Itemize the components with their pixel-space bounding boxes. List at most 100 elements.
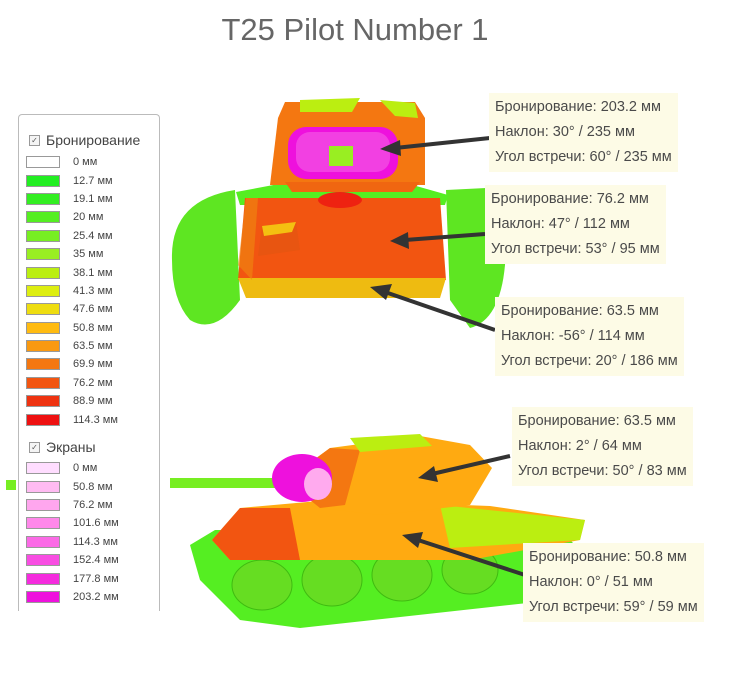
- annotation-slope: Наклон: 2° / 64 мм: [518, 438, 642, 454]
- annotation-slope: Наклон: 0° / 51 мм: [529, 574, 653, 590]
- armor-legend-label: 69.9 мм: [73, 358, 113, 371]
- screen-legend-label: 177.8 мм: [73, 572, 119, 585]
- armor-color-swatch: [26, 395, 60, 408]
- screen-legend-item: 50.8 мм: [26, 477, 119, 495]
- armor-legend-label: 114.3 мм: [73, 413, 118, 426]
- armor-legend-item: 12.7 мм: [26, 171, 118, 189]
- armor-legend-label: 41.3 мм: [73, 284, 113, 297]
- armor-color-swatch: [26, 266, 60, 279]
- screen-legend-item: 177.8 мм: [26, 569, 119, 587]
- screen-legend-item: 0 мм: [26, 459, 119, 477]
- armor-legend-label: 50.8 мм: [73, 321, 113, 334]
- armor-color-swatch: [26, 284, 60, 297]
- armor-legend-item: 114.3 мм: [26, 410, 118, 428]
- armor-legend-item: 63.5 мм: [26, 337, 118, 355]
- screen-legend-item: 203.2 мм: [26, 588, 119, 606]
- armor-legend-label: 20 мм: [73, 211, 104, 224]
- screen-legend-label: 203.2 мм: [73, 590, 119, 603]
- annotation-lower-front-plate: Бронирование: 63.5 мм Наклон: -56° / 114…: [495, 297, 684, 376]
- armor-legend-label: 12.7 мм: [73, 174, 113, 187]
- screen-legend-item: 152.4 мм: [26, 551, 119, 569]
- page-title: T25 Pilot Number 1: [221, 12, 489, 47]
- annotation-angle: Угол встречи: 50° / 83 мм: [518, 463, 687, 479]
- armor-color-swatch: [26, 248, 60, 261]
- annotation-armor: Бронирование: 50.8 мм: [529, 549, 687, 565]
- screen-color-swatch: [26, 535, 60, 548]
- screen-color-swatch: [26, 462, 60, 475]
- annotation-angle: Угол встречи: 59° / 59 мм: [529, 599, 698, 615]
- armor-legend-label: 63.5 мм: [73, 340, 113, 353]
- annotation-turret-side: Бронирование: 63.5 мм Наклон: 2° / 64 мм…: [512, 407, 693, 486]
- armor-legend-item: 47.6 мм: [26, 300, 118, 318]
- screens-checkbox[interactable]: ✓: [29, 441, 40, 453]
- screen-legend-label: 114.3 мм: [73, 535, 118, 548]
- armor-legend-item: 69.9 мм: [26, 355, 118, 373]
- screen-legend-label: 152.4 мм: [73, 554, 119, 567]
- annotation-angle: Угол встречи: 20° / 186 мм: [501, 353, 678, 369]
- annotation-slope: Наклон: 47° / 112 мм: [491, 216, 630, 232]
- armor-legend-item: 38.1 мм: [26, 263, 118, 281]
- armor-legend-item: 88.9 мм: [26, 392, 118, 410]
- armor-color-swatch: [26, 303, 60, 316]
- screen-legend-label: 50.8 мм: [73, 480, 113, 493]
- armor-legend-label: 25.4 мм: [73, 229, 113, 242]
- annotation-slope: Наклон: -56° / 114 мм: [501, 328, 645, 344]
- armor-color-swatch: [26, 192, 60, 205]
- annotation-armor: Бронирование: 63.5 мм: [501, 303, 659, 319]
- screen-legend-label: 0 мм: [73, 462, 98, 475]
- armor-color-swatch: [26, 174, 60, 187]
- side-view-tank: [6, 434, 585, 628]
- armor-legend: ✓ Бронирование 0 мм 12.7 мм 19.1 мм 20 мм 25…: [18, 114, 160, 611]
- armor-color-swatch: [26, 340, 60, 353]
- screen-color-swatch: [26, 517, 60, 530]
- annotation-angle: Угол встречи: 60° / 235 мм: [495, 149, 672, 165]
- screen-color-swatch: [26, 498, 60, 511]
- annotation-turret-mantlet: Бронирование: 203.2 мм Наклон: 30° / 235…: [489, 93, 678, 172]
- armor-color-swatch: [26, 321, 60, 334]
- annotation-upper-front-plate: Бронирование: 76.2 мм Наклон: 47° / 112 …: [485, 185, 666, 264]
- screen-legend-item: 114.3 мм: [26, 533, 119, 551]
- armor-legend-item: 25.4 мм: [26, 227, 118, 245]
- armor-header-label: Бронирование: [46, 132, 141, 148]
- annotation-arrows: [370, 136, 526, 577]
- annotation-armor: Бронирование: 63.5 мм: [518, 413, 676, 429]
- annotation-slope: Наклон: 30° / 235 мм: [495, 124, 635, 140]
- armor-legend-item: 20 мм: [26, 208, 118, 226]
- armor-legend-label: 38.1 мм: [73, 266, 113, 279]
- armor-legend-label: 47.6 мм: [73, 303, 113, 316]
- annotation-angle: Угол встречи: 53° / 95 мм: [491, 241, 660, 257]
- annotation-armor: Бронирование: 76.2 мм: [491, 191, 649, 207]
- armor-legend-label: 88.9 мм: [73, 395, 113, 408]
- armor-legend-label: 76.2 мм: [73, 376, 113, 389]
- screens-legend-list: 0 мм 50.8 мм 76.2 мм 101.6 мм 114.3 мм 152.4 …: [26, 459, 119, 606]
- armor-legend-item: 0 мм: [26, 153, 118, 171]
- armor-color-swatch: [26, 413, 60, 426]
- annotation-hull-side: Бронирование: 50.8 мм Наклон: 0° / 51 мм…: [523, 543, 704, 622]
- screen-legend-item: 101.6 мм: [26, 514, 119, 532]
- armor-legend-item: 41.3 мм: [26, 282, 118, 300]
- armor-legend-item: 19.1 мм: [26, 190, 118, 208]
- screen-legend-label: 101.6 мм: [73, 517, 119, 530]
- screen-legend-item: 76.2 мм: [26, 496, 119, 514]
- armor-legend-item: 50.8 мм: [26, 319, 118, 337]
- armor-legend-list: 0 мм 12.7 мм 19.1 мм 20 мм 25.4 мм 35 мм 38.1 …: [26, 153, 118, 429]
- front-view-tank: [171, 98, 506, 328]
- armor-legend-item: 35 мм: [26, 245, 118, 263]
- screen-color-swatch: [26, 572, 60, 585]
- armor-color-swatch: [26, 229, 60, 242]
- screen-legend-label: 76.2 мм: [73, 498, 113, 511]
- screen-color-swatch: [26, 554, 60, 567]
- annotation-armor: Бронирование: 203.2 мм: [495, 99, 661, 115]
- armor-color-swatch: [26, 358, 60, 371]
- armor-legend-label: 0 мм: [73, 156, 98, 169]
- armor-color-swatch: [26, 156, 60, 169]
- armor-legend-label: 35 мм: [73, 248, 104, 261]
- armor-checkbox[interactable]: ✓: [29, 134, 40, 146]
- armor-legend-item: 76.2 мм: [26, 374, 118, 392]
- armor-color-swatch: [26, 211, 60, 224]
- armor-legend-label: 19.1 мм: [73, 192, 113, 205]
- armor-color-swatch: [26, 376, 60, 389]
- screen-color-swatch: [26, 480, 60, 493]
- armor-legend-header: ✓ Бронирование: [29, 132, 140, 148]
